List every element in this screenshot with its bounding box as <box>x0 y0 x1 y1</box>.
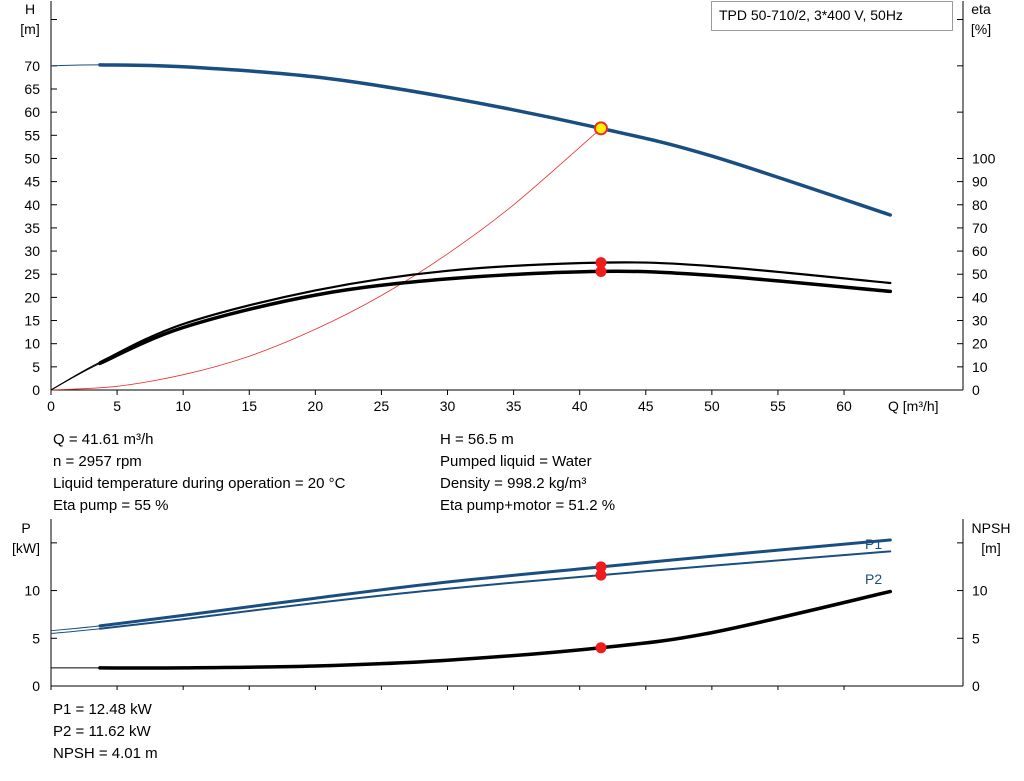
eta-pump-curve-line <box>98 261 892 364</box>
p-tick-label: 10 <box>24 583 40 599</box>
p1-curve-line-lead <box>50 625 100 632</box>
info-bottom: P1 = 12.48 kW P2 = 11.62 kW NPSH = 4.01 … <box>53 699 158 765</box>
eta-pump-motor-curve-line-lead <box>50 362 101 391</box>
x-tick-label: 40 <box>572 398 588 414</box>
npsh-tick-label: 10 <box>972 583 988 599</box>
y-right-tick-label: 60 <box>972 243 988 259</box>
y-left-tick-label: 0 <box>32 382 40 398</box>
top-chart-axes: 0 5 10 15 20 25 30 35 40 45 50 55 60 0 5 10 15 20 25 30 35 40… <box>20 1 996 414</box>
chart-title: TPD 50-710/2, 3*400 V, 50Hz <box>711 1 953 31</box>
npsh-operating-point <box>595 642 607 654</box>
info-p2: P2 = 11.62 kW <box>53 723 151 740</box>
info-pumped-liquid: Pumped liquid = Water <box>440 453 592 470</box>
eta-pump-operating-point <box>595 257 607 269</box>
p-tick-label: 0 <box>32 678 40 694</box>
eta-pump-motor-curve-line <box>98 269 893 366</box>
bottom-chart-curves: P1 P2 <box>50 536 893 670</box>
y-left-axis-symbol: H <box>25 1 35 17</box>
p2-series-label: P2 <box>865 571 882 587</box>
y-right-tick-label: 80 <box>972 197 988 213</box>
p-axis-symbol: P <box>21 520 30 536</box>
p2-curve-line <box>98 550 892 630</box>
y-right-tick-label: 50 <box>972 266 988 282</box>
head-curve-line <box>98 63 893 217</box>
y-left-tick-label: 40 <box>24 197 40 213</box>
x-tick-label: 30 <box>440 398 456 414</box>
x-tick-label: 20 <box>308 398 324 414</box>
info-top-left: Q = 41.61 m³/h n = 2957 rpm Liquid tempe… <box>53 429 345 517</box>
head-curve-line-lead <box>50 64 100 67</box>
x-axis-label: Q [m³/h] <box>888 398 939 414</box>
y-right-tick-label: 10 <box>972 359 988 375</box>
info-npsh: NPSH = 4.01 m <box>53 745 158 762</box>
npsh-tick-label: 0 <box>972 678 980 694</box>
y-left-tick-label: 20 <box>24 289 40 305</box>
x-tick-label: 35 <box>506 398 522 414</box>
y-right-tick-label: 100 <box>972 150 996 166</box>
info-p1: P1 = 12.48 kW <box>53 701 152 718</box>
bottom-chart-axes: 0 5 10 0 5 10 P [kW] NPSH [m] <box>12 519 1010 694</box>
head-operating-point <box>593 121 608 136</box>
npsh-axis-symbol: NPSH <box>972 520 1011 536</box>
info-head: H = 56.5 m <box>440 431 514 448</box>
x-tick-label: 15 <box>241 398 257 414</box>
x-tick-label: 45 <box>638 398 654 414</box>
p1-operating-point <box>595 561 607 573</box>
x-tick-label: 5 <box>113 398 121 414</box>
y-right-axis-unit: [%] <box>971 21 991 37</box>
y-left-tick-label: 50 <box>24 150 40 166</box>
info-liquid-temperature: Liquid temperature during operation = 20… <box>53 475 346 492</box>
y-left-tick-label: 60 <box>24 104 40 120</box>
y-left-axis-unit: [m] <box>20 21 39 37</box>
p-tick-label: 5 <box>32 630 40 646</box>
y-left-tick-label: 35 <box>24 220 40 236</box>
y-left-tick-label: 55 <box>24 127 40 143</box>
eta-pump-motor-operating-point <box>595 265 607 277</box>
x-tick-label: 10 <box>175 398 191 414</box>
info-speed: n = 2957 rpm <box>53 453 142 470</box>
y-left-tick-label: 65 <box>24 81 40 97</box>
x-tick-label: 55 <box>770 398 786 414</box>
info-eta-pump-motor: Eta pump+motor = 51.2 % <box>440 497 616 514</box>
y-left-tick-label: 30 <box>24 243 40 259</box>
x-tick-label: 50 <box>704 398 720 414</box>
system-curve-line <box>50 128 602 391</box>
y-right-tick-label: 20 <box>972 336 988 352</box>
p2-curve-line-lead <box>50 628 100 634</box>
x-tick-label: 0 <box>47 398 55 414</box>
p1-series-label: P1 <box>865 536 882 552</box>
y-right-tick-label: 40 <box>972 289 988 305</box>
p2-operating-point <box>595 569 607 581</box>
npsh-axis-unit: [m] <box>981 540 1000 556</box>
y-right-axis-symbol: eta <box>971 1 991 17</box>
info-flow: Q = 41.61 m³/h <box>53 431 154 448</box>
y-left-tick-label: 45 <box>24 174 40 190</box>
y-left-tick-label: 10 <box>24 336 40 352</box>
y-right-tick-label: 30 <box>972 313 988 329</box>
npsh-curve-line <box>98 589 893 670</box>
info-top-right: H = 56.5 m Pumped liquid = Water Density… <box>440 429 615 517</box>
x-tick-label: 25 <box>374 398 390 414</box>
p1-curve-line <box>98 538 892 628</box>
x-tick-label: 60 <box>836 398 852 414</box>
npsh-tick-label: 5 <box>972 630 980 646</box>
y-right-tick-label: 70 <box>972 220 988 236</box>
top-chart-curves <box>50 63 893 391</box>
y-right-tick-label: 0 <box>972 382 980 398</box>
y-right-tick-label: 90 <box>972 174 988 190</box>
y-left-tick-label: 25 <box>24 266 40 282</box>
info-density: Density = 998.2 kg/m³ <box>440 475 587 492</box>
y-left-tick-label: 5 <box>32 359 40 375</box>
info-eta-pump: Eta pump = 55 % <box>53 497 169 514</box>
y-left-tick-label: 15 <box>24 313 40 329</box>
p-axis-unit: [kW] <box>12 540 40 556</box>
y-left-tick-label: 70 <box>24 58 40 74</box>
